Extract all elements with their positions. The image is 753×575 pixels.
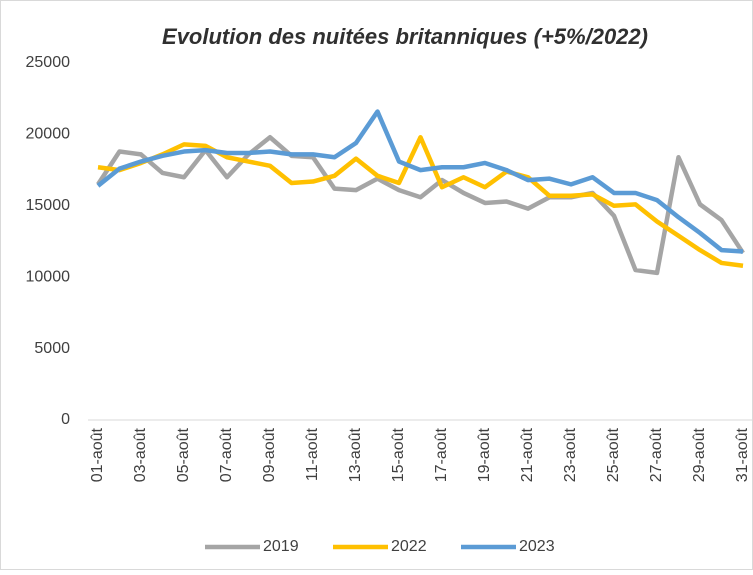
x-tick-label: 31-août [734,427,751,482]
x-tick-label: 25-août [605,427,622,482]
legend-label: 2019 [263,538,299,555]
y-tick-label: 0 [61,411,70,428]
x-tick-label: 23-août [562,427,579,482]
x-tick-label: 03-août [132,427,149,482]
x-tick-label: 05-août [175,427,192,482]
y-tick-label: 15000 [26,197,71,214]
y-tick-label: 20000 [26,126,71,143]
x-tick-label: 13-août [347,427,364,482]
y-tick-label: 5000 [34,340,70,357]
legend-label: 2022 [391,538,427,555]
y-tick-label: 10000 [26,268,71,285]
legend-label: 2023 [519,538,555,555]
series-line [97,135,744,269]
chart-title: Evolution des nuitées britanniques (+5%/… [162,24,648,49]
x-tick-label: 09-août [261,427,278,482]
x-tick-label: 17-août [433,427,450,482]
series-line [96,109,744,254]
x-tick-label: 01-août [89,427,106,482]
x-tick-label: 07-août [218,427,235,482]
x-tick-label: 29-août [691,427,708,482]
x-tick-label: 11-août [304,427,321,481]
y-tick-label: 25000 [26,54,71,71]
x-tick-label: 15-août [390,427,407,482]
x-tick-label: 27-août [648,427,665,482]
x-tick-label: 21-août [519,427,536,482]
x-tick-label: 19-août [476,427,493,482]
